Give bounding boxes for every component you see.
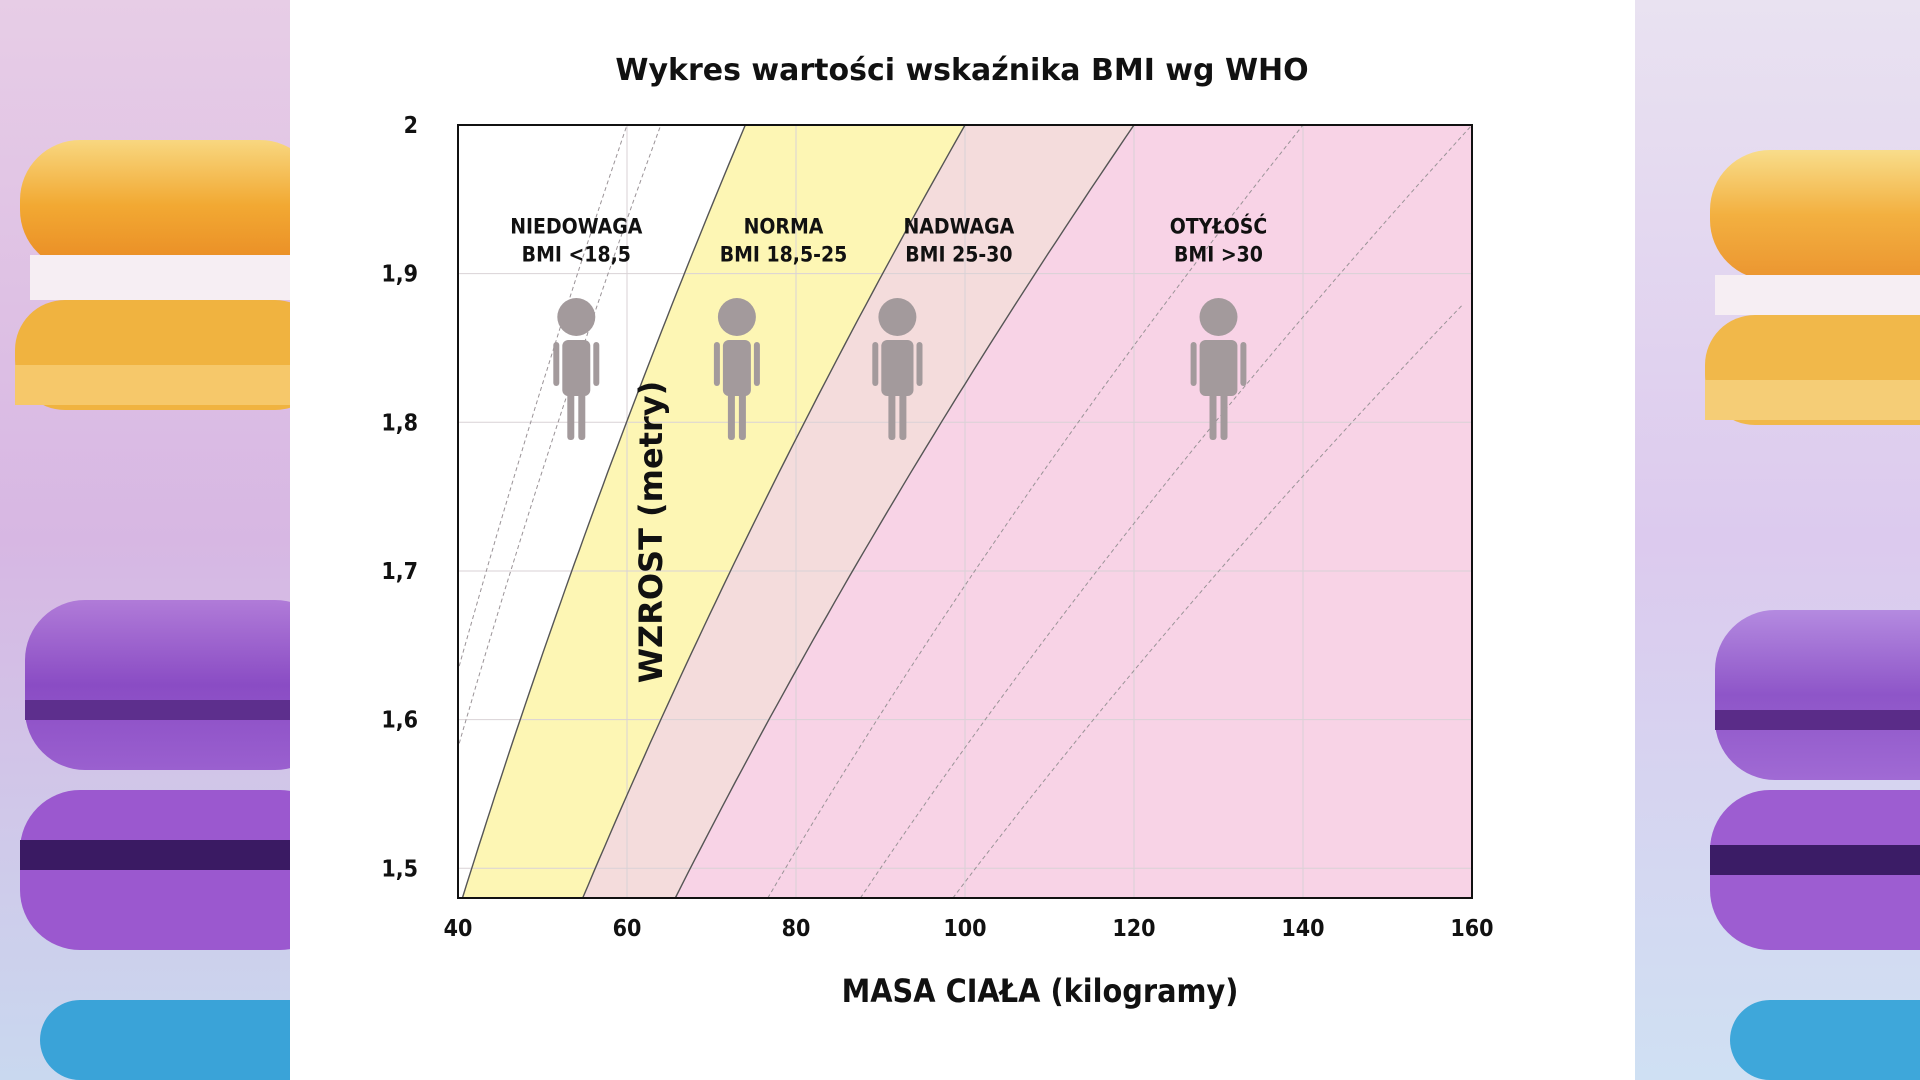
chart-title: Wykres wartości wskaźnika BMI wg WHO [615,53,1308,88]
zone-range-label: BMI <18,5 [522,243,631,267]
zone-area-3 [582,125,1134,898]
y-axis-label: WZROST (metry) [632,381,670,684]
labels-layer: 40 60 80 100 120 140 160 1,5 1,6 1,7 1,8 1,9 2 NIEDOW… [381,113,1493,942]
x-tick-label: 60 [613,916,642,942]
x-tick-label: 40 [444,916,473,942]
bmi-chart: 40 60 80 100 120 140 160 1,5 1,6 1,7 1,8 1,9 2 NIEDOW… [381,53,1493,1010]
chart-card: 40 60 80 100 120 140 160 1,5 1,6 1,7 1,8 1,9 2 NIEDOW… [290,0,1635,1080]
zone-range-label: BMI >30 [1174,243,1263,267]
bmi-guide-line [458,124,628,667]
macaron-image-left [0,0,290,1080]
zone-range-label: BMI 18,5-25 [720,243,848,267]
person-icon [713,298,760,440]
zone-name-label: NIEDOWAGA [510,215,643,239]
x-tick-label: 160 [1450,916,1493,942]
person-icon [1190,298,1247,440]
figures-layer [553,298,1247,440]
y-tick-label: 1,6 [381,708,418,734]
person-icon [553,298,600,440]
bmi-guide-line [859,124,1473,899]
bmi-guide-line [952,305,1463,899]
x-tick-label: 80 [782,916,811,942]
macaron-background-right [1635,0,1920,1080]
plot-frame [457,124,1473,899]
y-tick-label: 1,8 [381,410,418,436]
zone-area-1 [458,125,746,898]
zone-area-4 [675,125,1472,898]
bmi-boundary-line [674,124,1135,899]
bmi-boundary-line [461,124,746,899]
x-tick-label: 100 [943,916,986,942]
macaron-background-left [0,0,290,1080]
y-tick-label: 1,7 [381,559,418,585]
y-tick-label: 2 [404,113,418,139]
bmi-boundary-line [582,124,966,899]
y-tick-label: 1,9 [381,262,418,288]
zone-range-label: BMI 25-30 [905,243,1012,267]
x-tick-label: 140 [1281,916,1324,942]
y-tick-label: 1,5 [381,856,418,882]
bmi-guide-line [767,124,1304,899]
zone-name-label: NADWAGA [904,215,1015,239]
bmi-guide-line [458,124,662,744]
bmi-lines-layer [458,124,1473,899]
x-axis-label: MASA CIAŁA (kilogramy) [842,972,1239,1010]
zone-name-label: NORMA [744,215,824,239]
zone-area-2 [462,125,965,898]
macaron-image-right [1635,0,1920,1080]
zones-layer [458,125,1472,898]
zone-name-label: OTYŁOŚĆ [1170,214,1268,239]
person-icon [872,298,923,440]
x-tick-label: 120 [1112,916,1155,942]
